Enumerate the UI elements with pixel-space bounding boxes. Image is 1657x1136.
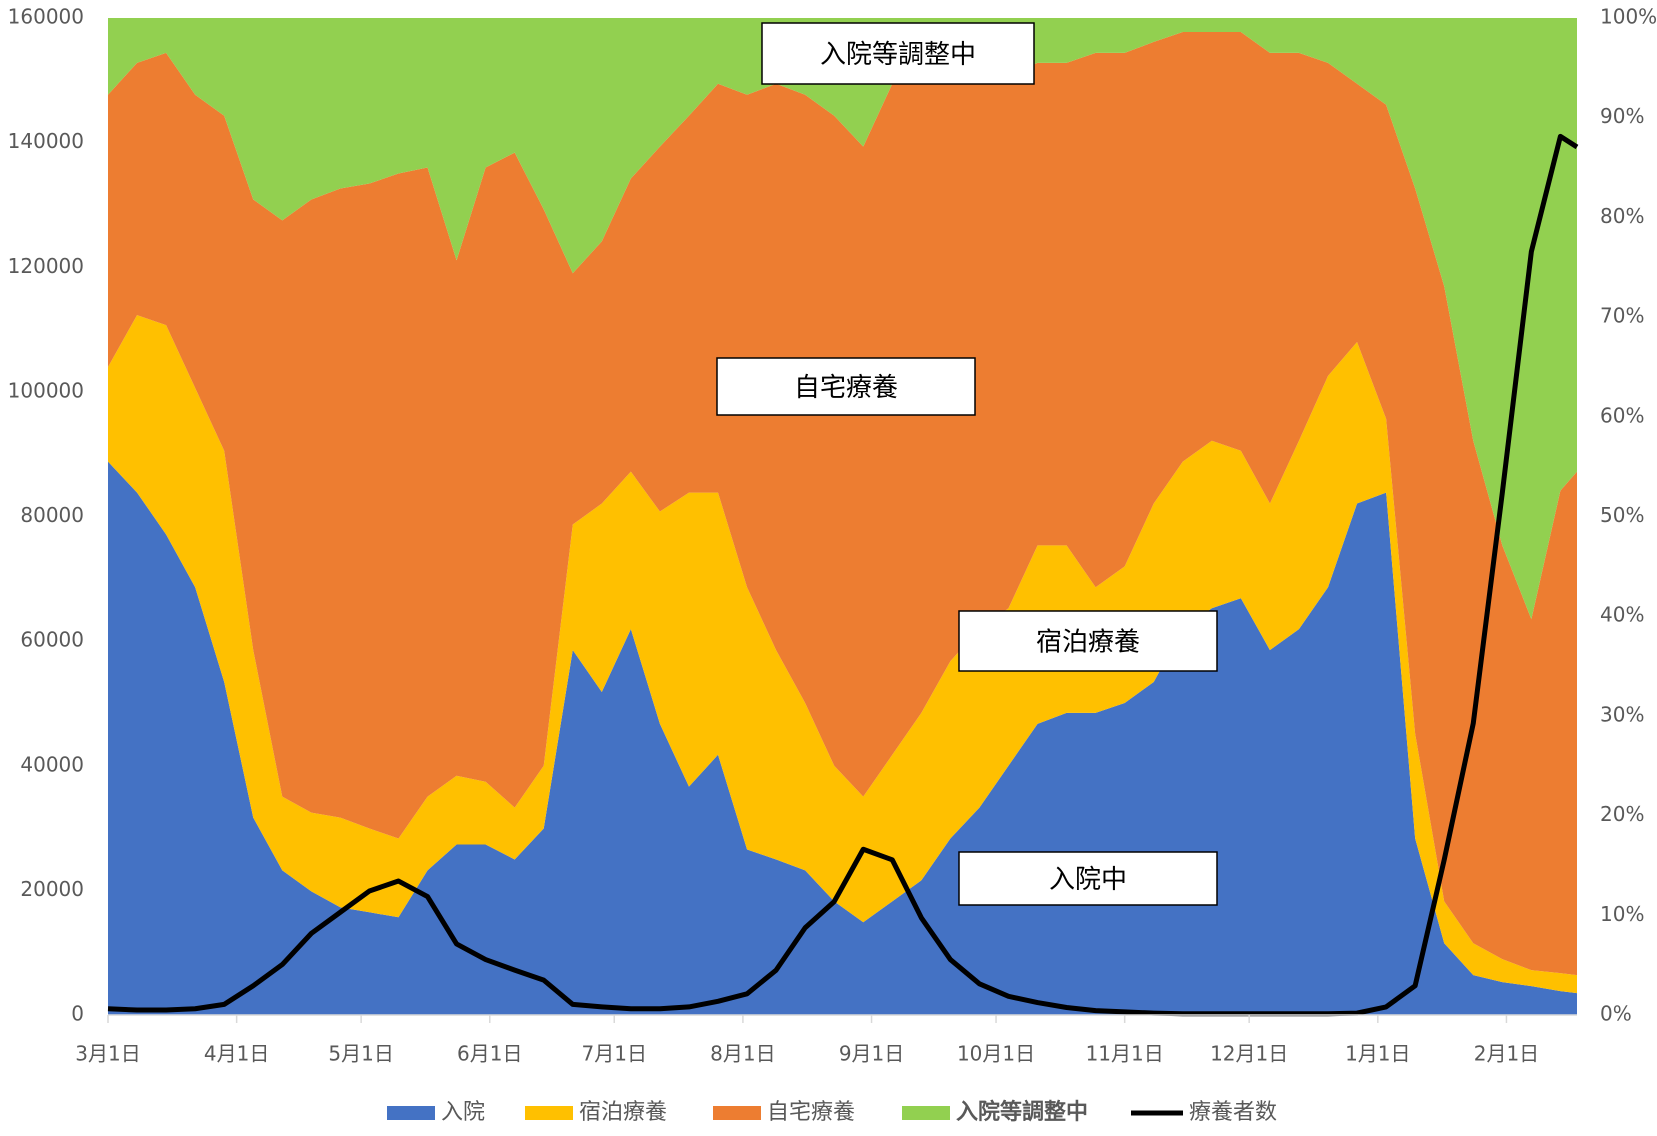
x-tick-label: 7月1日 — [582, 1042, 647, 1066]
legend-swatch — [525, 1106, 573, 1120]
x-tick-label: 1月1日 — [1345, 1042, 1410, 1066]
y2-tick-label: 80% — [1600, 204, 1644, 228]
x-tick-label: 10月1日 — [957, 1042, 1035, 1066]
legend-label: 自宅療養 — [767, 1100, 855, 1125]
annotation: 入院等調整中 — [820, 40, 976, 70]
x-tick-label: 5月1日 — [328, 1042, 393, 1066]
annotation: 宿泊療養 — [1036, 628, 1140, 658]
legend-label: 入院 — [441, 1100, 485, 1125]
legend-label: 宿泊療養 — [579, 1100, 667, 1125]
y-tick-label: 60000 — [20, 628, 84, 652]
annotation: 入院中 — [1049, 865, 1127, 895]
x-tick-label: 9月1日 — [839, 1042, 904, 1066]
annotation-box — [716, 357, 976, 416]
y2-tick-label: 70% — [1600, 304, 1644, 328]
x-tick-label: 2月1日 — [1474, 1042, 1539, 1066]
y2-tick-label: 90% — [1600, 104, 1644, 128]
y-tick-label: 120000 — [8, 254, 84, 278]
annotation: 自宅療養 — [794, 373, 898, 403]
legend-label: 入院等調整中 — [956, 1099, 1088, 1125]
y2-tick-label: 0% — [1600, 1002, 1632, 1026]
annotation-box — [761, 22, 1035, 85]
x-tick-label: 8月1日 — [710, 1042, 775, 1066]
y2-tick-label: 10% — [1600, 902, 1644, 926]
y2-tick-label: 20% — [1600, 802, 1644, 826]
area — [108, 31, 1577, 976]
y2-tick-label: 40% — [1600, 603, 1644, 627]
y2-tick-label: 100% — [1600, 5, 1657, 29]
y2-tick-label: 60% — [1600, 403, 1644, 427]
y-tick-label: 20000 — [20, 877, 84, 901]
area — [108, 315, 1577, 994]
line — [107, 133, 1579, 1017]
legend-swatch — [713, 1106, 761, 1120]
legend-label: 療養者数 — [1189, 1100, 1277, 1125]
legend-swatch — [902, 1106, 950, 1120]
y-tick-label: 160000 — [8, 5, 84, 29]
y-tick-label: 100000 — [8, 378, 84, 402]
y-tick-label: 40000 — [20, 752, 84, 776]
x-tick-label: 12月1日 — [1210, 1042, 1288, 1066]
x-tick-label: 4月1日 — [204, 1042, 269, 1066]
x-tick-label: 6月1日 — [457, 1042, 522, 1066]
y-tick-label: 0 — [71, 1002, 84, 1026]
y2-tick-label: 50% — [1600, 503, 1644, 527]
y-tick-label: 140000 — [8, 129, 84, 153]
annotation-box — [958, 851, 1218, 906]
y-tick-label: 80000 — [20, 503, 84, 527]
x-tick-label: 3月1日 — [75, 1042, 140, 1066]
area — [108, 18, 1577, 620]
x-tick-label: 11月1日 — [1086, 1042, 1164, 1066]
annotation-box — [958, 610, 1218, 672]
legend-swatch — [387, 1106, 435, 1120]
y2-tick-label: 30% — [1600, 702, 1644, 726]
